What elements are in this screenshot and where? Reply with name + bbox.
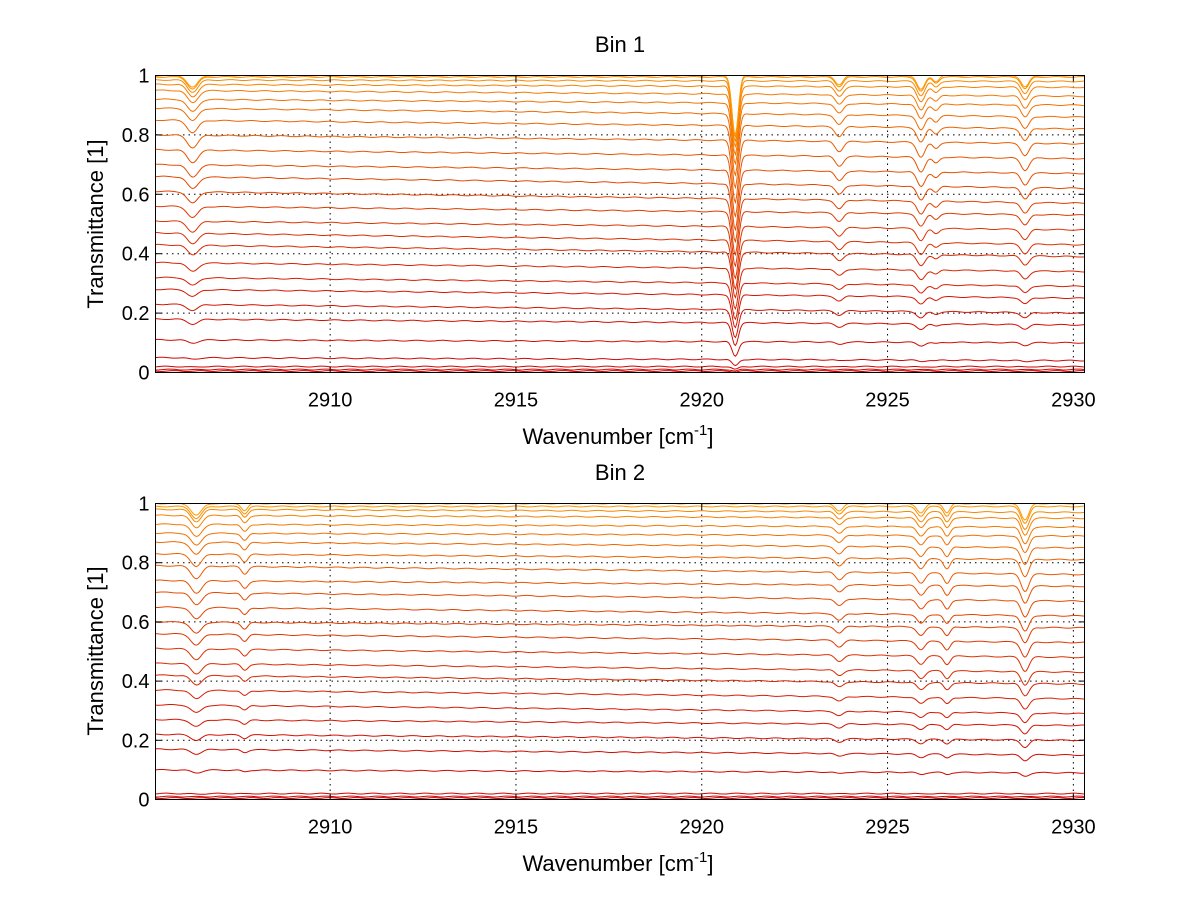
series-line: [155, 591, 1085, 618]
x-axis-label-bin-2: Wavenumber [cm-1]: [522, 849, 713, 876]
series-line: [155, 792, 1085, 795]
series-line: [155, 505, 1085, 525]
y-tick-label: 0.4: [122, 671, 150, 693]
series-line: [155, 98, 1085, 166]
x-tick-label: 2930: [1051, 817, 1096, 839]
x-axis-label-sup-bin-1: -1: [694, 422, 707, 439]
series-line: [155, 356, 1085, 367]
y-tick-label: 0.4: [122, 244, 150, 266]
x-axis-label-text-bin-2: Wavenumber [cm: [522, 851, 694, 876]
y-tick-label: 0.8: [122, 125, 150, 147]
ticks-bin-2: 2910 2915 2920 2925 2930 0 0.2 0.4 0.6 0.8 1: [122, 494, 1096, 839]
chart-bin-1: Bin 1 2910 2915 2920 2925 2930 0 0.2 0.4 0.6 0.8 1…: [83, 32, 1096, 449]
y-tick-label: 0: [138, 363, 149, 385]
series-line: [155, 107, 1085, 177]
series-line: [155, 718, 1085, 735]
series-line: [155, 231, 1085, 291]
series-line: [155, 553, 1085, 578]
series-line: [155, 303, 1085, 339]
y-tick-label: 0.2: [122, 730, 150, 752]
series-line: [155, 508, 1085, 530]
series-line: [155, 338, 1085, 357]
y-tick-label: 0.2: [122, 303, 150, 325]
y-tick-label: 0.6: [122, 612, 150, 634]
plot-area-bin-2: [155, 503, 1085, 800]
series-line: [155, 79, 1085, 143]
series-line: [155, 662, 1085, 686]
series-line: [155, 768, 1085, 777]
series-line: [155, 175, 1085, 244]
series-line: [155, 205, 1085, 268]
series-line: [155, 541, 1085, 566]
series-line: [155, 606, 1085, 632]
series-line: [155, 276, 1085, 321]
series-line: [155, 163, 1085, 232]
series-line: [155, 748, 1085, 762]
series-line: [155, 368, 1085, 372]
series-line: [155, 76, 1085, 139]
x-tick-label: 2930: [1051, 390, 1096, 412]
series-line: [155, 532, 1085, 554]
x-axis-label-tail-bin-2: ]: [707, 851, 713, 876]
series-line: [155, 190, 1085, 257]
series-line: [155, 632, 1085, 658]
series-line: [155, 797, 1085, 800]
y-axis-label-bin-2: Transmittance [1]: [83, 566, 108, 735]
series-group-bin-1: [155, 75, 1085, 373]
series-line: [155, 89, 1085, 157]
series-line: [155, 370, 1085, 373]
y-axis-label-bin-1: Transmittance [1]: [83, 139, 108, 308]
series-line: [155, 621, 1085, 644]
series-line: [155, 795, 1085, 798]
series-line: [155, 514, 1085, 536]
x-axis-label-text-bin-1: Wavenumber [cm: [522, 424, 694, 449]
chart-title-bin-2: Bin 2: [595, 460, 645, 485]
x-tick-label: 2920: [680, 817, 725, 839]
ticks-bin-1: 2910 2915 2920 2925 2930 0 0.2 0.4 0.6 0.8 1: [122, 66, 1096, 412]
x-tick-label: 2915: [494, 390, 539, 412]
chart-bin-2: Bin 2 2910 2915 2920 2925 2930 0 0.2 0.4 0.6 0.8 1…: [83, 460, 1096, 876]
series-line: [155, 523, 1085, 545]
chart-title-bin-1: Bin 1: [595, 32, 645, 57]
plot-area-bin-1: [155, 75, 1085, 373]
series-line: [155, 288, 1085, 329]
series-line: [155, 134, 1085, 205]
series-line: [155, 579, 1085, 604]
series-line: [155, 220, 1085, 280]
y-tick-label: 0.8: [122, 553, 150, 575]
x-tick-label: 2925: [865, 390, 910, 412]
series-line: [155, 261, 1085, 311]
x-tick-label: 2910: [308, 390, 353, 412]
x-axis-label-bin-1: Wavenumber [cm-1]: [522, 422, 713, 449]
y-tick-label: 0.6: [122, 184, 150, 206]
series-line: [155, 365, 1085, 370]
series-line: [155, 733, 1085, 749]
series-line: [155, 148, 1085, 219]
y-tick-label: 1: [138, 66, 149, 88]
x-tick-label: 2915: [494, 817, 539, 839]
series-line: [155, 243, 1085, 299]
series-line: [155, 119, 1085, 190]
series-line: [155, 703, 1085, 724]
series-line: [155, 564, 1085, 593]
series-line: [155, 318, 1085, 347]
x-tick-label: 2910: [308, 817, 353, 839]
x-tick-label: 2920: [680, 390, 725, 412]
y-tick-label: 1: [138, 494, 149, 516]
series-group-bin-2: [155, 503, 1085, 800]
series-line: [155, 674, 1085, 697]
x-axis-label-sup-bin-2: -1: [694, 849, 707, 866]
x-axis-label-tail-bin-1: ]: [707, 424, 713, 449]
series-line: [155, 647, 1085, 673]
series-line: [155, 83, 1085, 149]
x-tick-label: 2925: [865, 817, 910, 839]
series-line: [155, 689, 1085, 710]
y-tick-label: 0: [138, 790, 149, 812]
